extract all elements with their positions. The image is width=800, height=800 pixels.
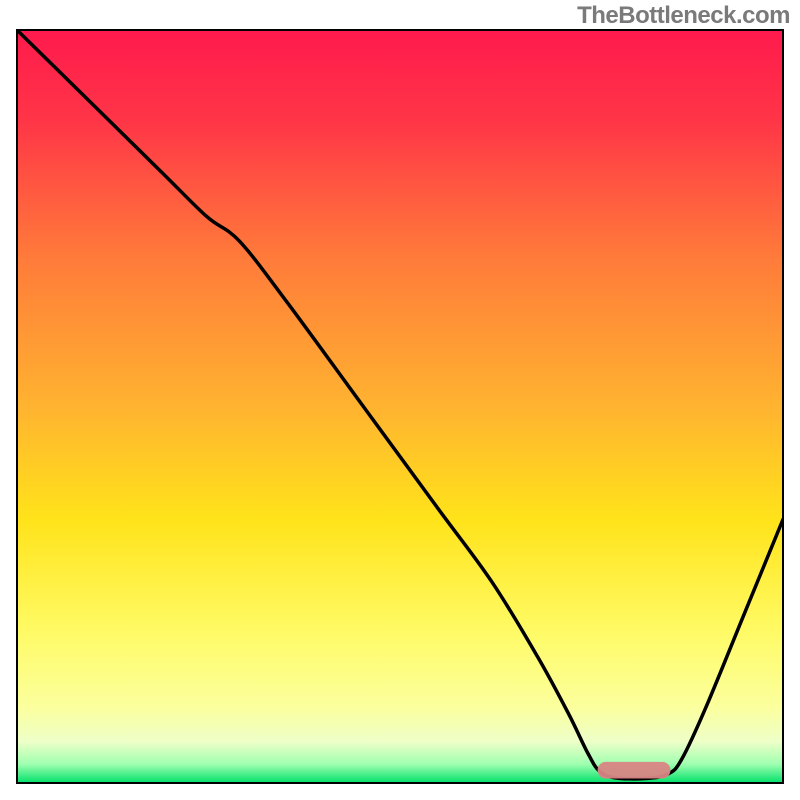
optimal-marker [598, 762, 671, 779]
bottleneck-chart: TheBottleneck.com [0, 0, 800, 800]
watermark-text: TheBottleneck.com [577, 2, 790, 30]
chart-svg [0, 0, 800, 800]
